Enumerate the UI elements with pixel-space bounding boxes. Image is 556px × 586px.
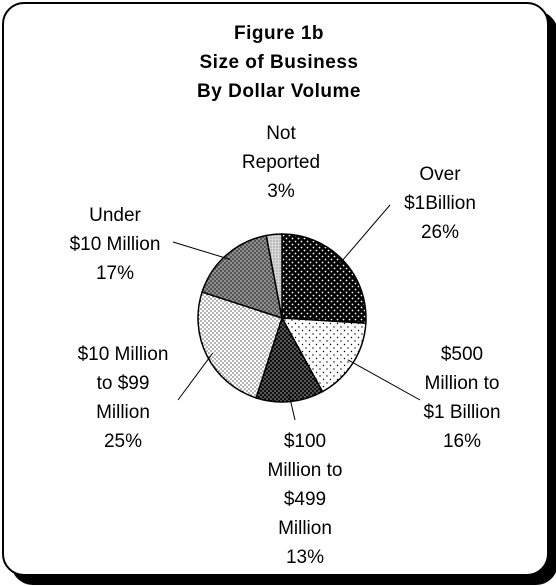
slice-labels: Over $1Billion 26% $500 Million to $1 Billion…	[70, 123, 501, 568]
title-line-1: Figure 1b	[234, 23, 324, 44]
pie-slice	[255, 316, 324, 403]
slice-label: $500 Million to $1 Billion 16%	[423, 344, 500, 452]
pie-slice	[281, 233, 367, 325]
slice-label: Over $1Billion 26%	[404, 164, 476, 243]
leader-lines	[172, 204, 421, 421]
title-line-2: Size of Business	[200, 52, 359, 73]
slice-label: Under $10 Million 17%	[70, 205, 161, 284]
leader-line	[347, 359, 421, 401]
leader-line	[177, 353, 213, 401]
pie-slices	[197, 233, 367, 403]
chart-title: Figure 1b Size of Business By Dollar Vol…	[197, 23, 361, 102]
pie-slice	[265, 233, 283, 319]
slice-label: Not Reported 3%	[242, 123, 320, 202]
leader-line	[172, 241, 231, 260]
title-line-3: By Dollar Volume	[197, 81, 361, 102]
slice-label: $100 Million to $499 Million 13%	[268, 431, 343, 568]
leader-line	[288, 395, 296, 421]
slice-label: $10 Million to $99 Million 25%	[78, 344, 169, 452]
pie-slice	[197, 291, 283, 399]
pie-slice	[201, 234, 283, 320]
leader-line	[338, 204, 391, 265]
